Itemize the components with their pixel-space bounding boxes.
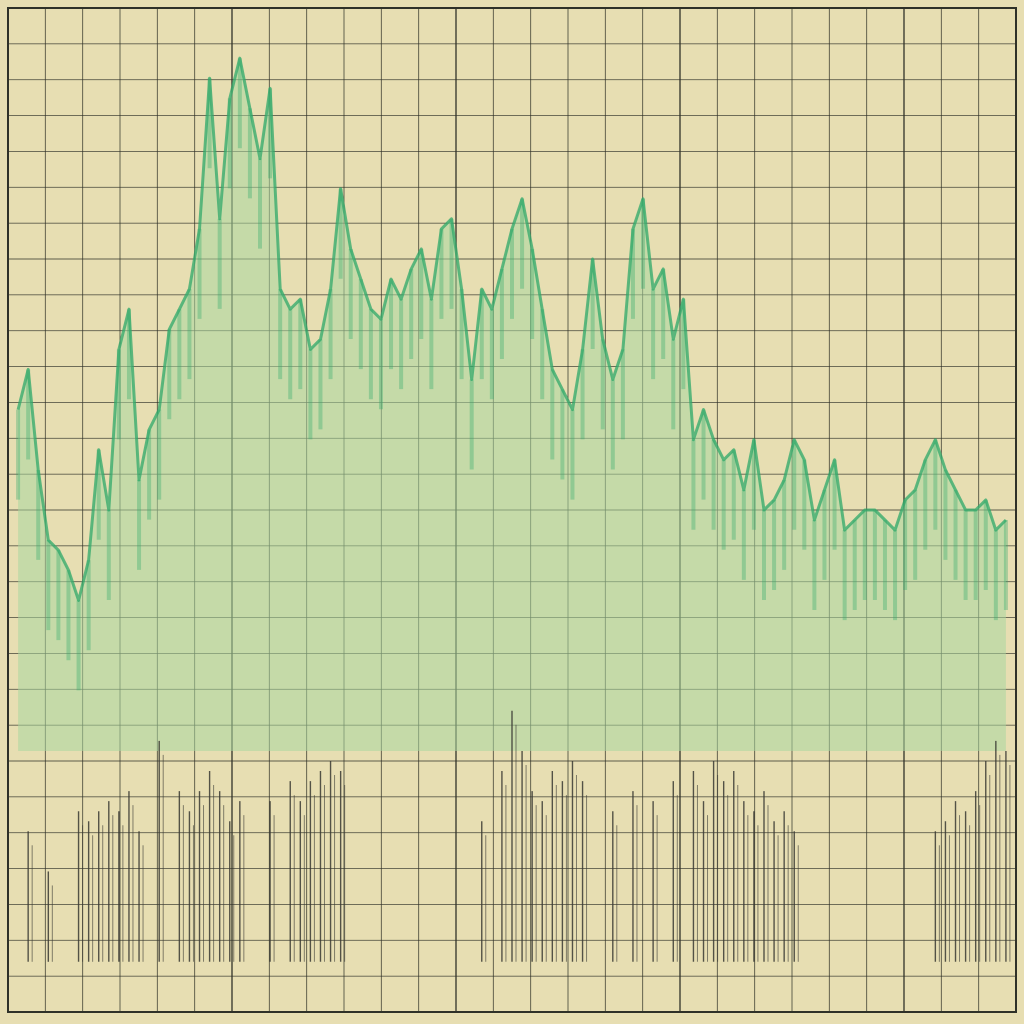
series-area [16, 56, 1008, 751]
series-area-fill [18, 58, 1006, 751]
plot-border [7, 7, 1017, 1013]
series-line [16, 56, 1007, 602]
spike-series [27, 710, 1011, 962]
chart-frame [7, 7, 1017, 1013]
